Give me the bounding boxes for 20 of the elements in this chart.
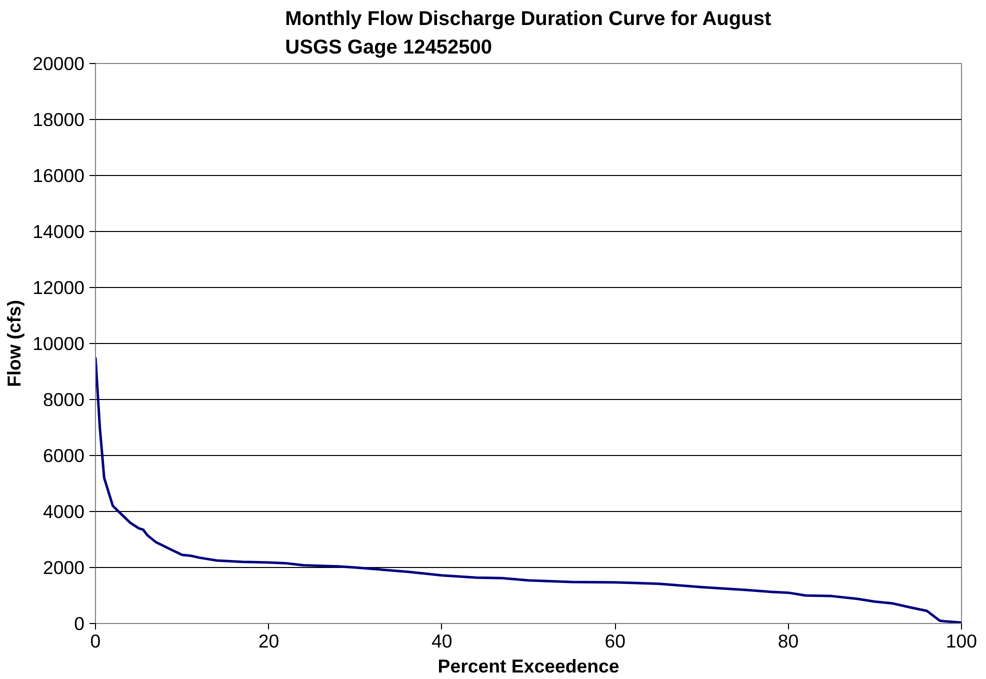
y-tick-label: 20000 xyxy=(32,53,85,74)
y-axis-title: Flow (cfs) xyxy=(4,300,25,388)
x-axis-title: Percent Exceedence xyxy=(438,656,620,676)
y-tick-label: 16000 xyxy=(32,165,85,186)
x-tick-label: 100 xyxy=(946,630,978,652)
y-tick-label: 6000 xyxy=(42,445,85,466)
y-tick-label: 18000 xyxy=(32,109,85,130)
x-tick-label: 40 xyxy=(432,630,452,652)
y-tick-label: 10000 xyxy=(32,333,85,354)
y-tick-label: 2000 xyxy=(42,557,85,578)
x-tick-label: 60 xyxy=(604,630,626,652)
y-tick-label: 12000 xyxy=(32,277,85,298)
x-tick-label: 80 xyxy=(778,630,799,652)
y-tick-label: 4000 xyxy=(42,501,85,522)
y-tick-label: 0 xyxy=(74,613,85,634)
y-tick-label: 14000 xyxy=(32,221,85,242)
chart-title: Monthly Flow Discharge Duration Curve for August USGS Gage 12452500 xyxy=(285,8,772,58)
x-tick-label: 0 xyxy=(90,630,101,652)
x-tick-label: 20 xyxy=(258,630,280,652)
y-tick-label: 8000 xyxy=(42,389,85,410)
